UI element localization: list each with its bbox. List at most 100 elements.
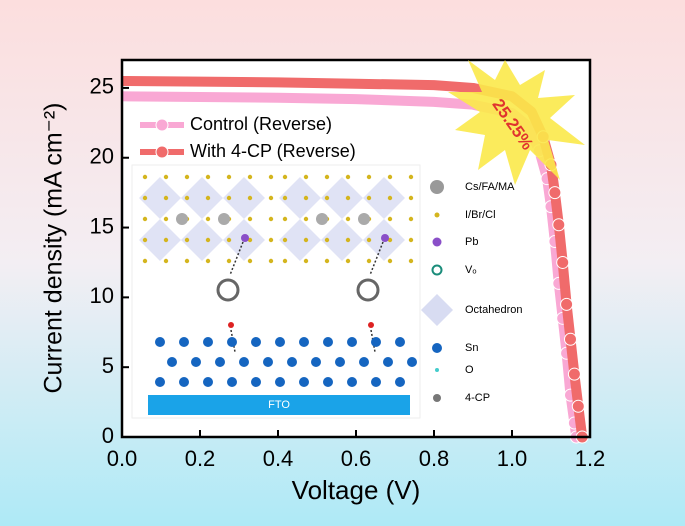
halide-atom bbox=[268, 174, 274, 180]
y-tick-label: 15 bbox=[90, 213, 114, 238]
halide-atom bbox=[303, 237, 309, 243]
halide-atom bbox=[282, 195, 288, 201]
legend-label: Control (Reverse) bbox=[190, 114, 332, 134]
pb-atom bbox=[381, 234, 389, 242]
x-tick-label: 0.6 bbox=[341, 446, 372, 471]
o-atom bbox=[228, 322, 234, 328]
halide-atom bbox=[387, 174, 393, 180]
halide-atom bbox=[163, 216, 169, 222]
inset-legend-label: Vₒ bbox=[465, 264, 477, 276]
octahedron bbox=[139, 219, 181, 261]
x-tick-label: 0.4 bbox=[263, 446, 294, 471]
bond bbox=[369, 241, 384, 276]
halide-atom bbox=[205, 258, 211, 264]
halide-atom bbox=[163, 174, 169, 180]
halide-atom bbox=[247, 195, 253, 201]
series-marker bbox=[552, 218, 566, 232]
sn-atom bbox=[155, 377, 165, 387]
cation-atom bbox=[316, 213, 328, 225]
sn-atom bbox=[371, 337, 381, 347]
halide-atom bbox=[345, 237, 351, 243]
sn-atom bbox=[395, 377, 405, 387]
halide-atom bbox=[366, 258, 372, 264]
octahedron bbox=[181, 177, 223, 219]
halide-atom bbox=[184, 195, 190, 201]
sn-atom bbox=[407, 357, 417, 367]
series-marker bbox=[567, 367, 581, 381]
sn-atom bbox=[179, 377, 189, 387]
legend-icon bbox=[433, 394, 441, 402]
halide-atom bbox=[205, 216, 211, 222]
halide-atom bbox=[408, 258, 414, 264]
inset-legend-label: O bbox=[465, 364, 474, 376]
sn-atom bbox=[371, 377, 381, 387]
halide-atom bbox=[205, 174, 211, 180]
sn-atom bbox=[191, 357, 201, 367]
halide-atom bbox=[387, 195, 393, 201]
sn-atom bbox=[395, 337, 405, 347]
sn-atom bbox=[227, 337, 237, 347]
inset-legend-label: Cs/FA/MA bbox=[465, 181, 515, 193]
series-marker bbox=[560, 297, 574, 311]
sn-atom bbox=[299, 377, 309, 387]
halide-atom bbox=[282, 237, 288, 243]
halide-atom bbox=[184, 258, 190, 264]
inset: FTO bbox=[131, 164, 421, 419]
sn-atom bbox=[167, 357, 177, 367]
sn-atom bbox=[203, 337, 213, 347]
legend-icon bbox=[431, 264, 443, 276]
legend-icon bbox=[430, 180, 444, 194]
octahedron bbox=[279, 177, 321, 219]
inset-legend-label: I/Br/Cl bbox=[465, 209, 496, 221]
halide-atom bbox=[142, 174, 148, 180]
x-tick-label: 0.8 bbox=[419, 446, 450, 471]
series-marker bbox=[571, 399, 585, 413]
sn-atom bbox=[263, 357, 273, 367]
halide-atom bbox=[142, 258, 148, 264]
halide-atom bbox=[205, 237, 211, 243]
sn-atom bbox=[275, 377, 285, 387]
x-tick-label: 0.2 bbox=[185, 446, 216, 471]
halide-atom bbox=[282, 258, 288, 264]
halide-atom bbox=[184, 237, 190, 243]
halide-atom bbox=[366, 174, 372, 180]
halide-atom bbox=[303, 174, 309, 180]
series-marker bbox=[564, 332, 577, 346]
y-tick-label: 10 bbox=[90, 283, 114, 308]
halide-atom bbox=[142, 237, 148, 243]
legend-icon bbox=[432, 237, 442, 247]
octahedron bbox=[181, 219, 223, 261]
legend-marker bbox=[155, 145, 169, 159]
sn-atom bbox=[323, 377, 333, 387]
halide-atom bbox=[345, 216, 351, 222]
sn-atom bbox=[287, 357, 297, 367]
halide-atom bbox=[324, 258, 330, 264]
halide-atom bbox=[247, 174, 253, 180]
x-tick-label: 1.0 bbox=[497, 446, 528, 471]
octahedron bbox=[321, 177, 363, 219]
sn-atom bbox=[155, 337, 165, 347]
octahedron bbox=[321, 219, 363, 261]
legend-label: With 4-CP (Reverse) bbox=[190, 141, 356, 161]
halide-atom bbox=[268, 258, 274, 264]
halide-atom bbox=[142, 216, 148, 222]
halide-atom bbox=[345, 258, 351, 264]
sn-atom bbox=[239, 357, 249, 367]
legend-icon bbox=[434, 212, 440, 218]
y-axis-label: Current density (mA cm⁻²) bbox=[40, 102, 68, 393]
halide-atom bbox=[226, 195, 232, 201]
halide-atom bbox=[268, 237, 274, 243]
halide-atom bbox=[303, 195, 309, 201]
inset-box bbox=[131, 164, 421, 419]
y-tick-label: 25 bbox=[90, 74, 114, 99]
sn-atom bbox=[203, 377, 213, 387]
halide-atom bbox=[387, 258, 393, 264]
bond bbox=[229, 241, 244, 276]
halide-atom bbox=[303, 258, 309, 264]
octahedron bbox=[223, 177, 265, 219]
halide-atom bbox=[303, 216, 309, 222]
pb-atom bbox=[241, 234, 249, 242]
halide-atom bbox=[205, 195, 211, 201]
halide-atom bbox=[282, 174, 288, 180]
octahedron bbox=[139, 177, 181, 219]
